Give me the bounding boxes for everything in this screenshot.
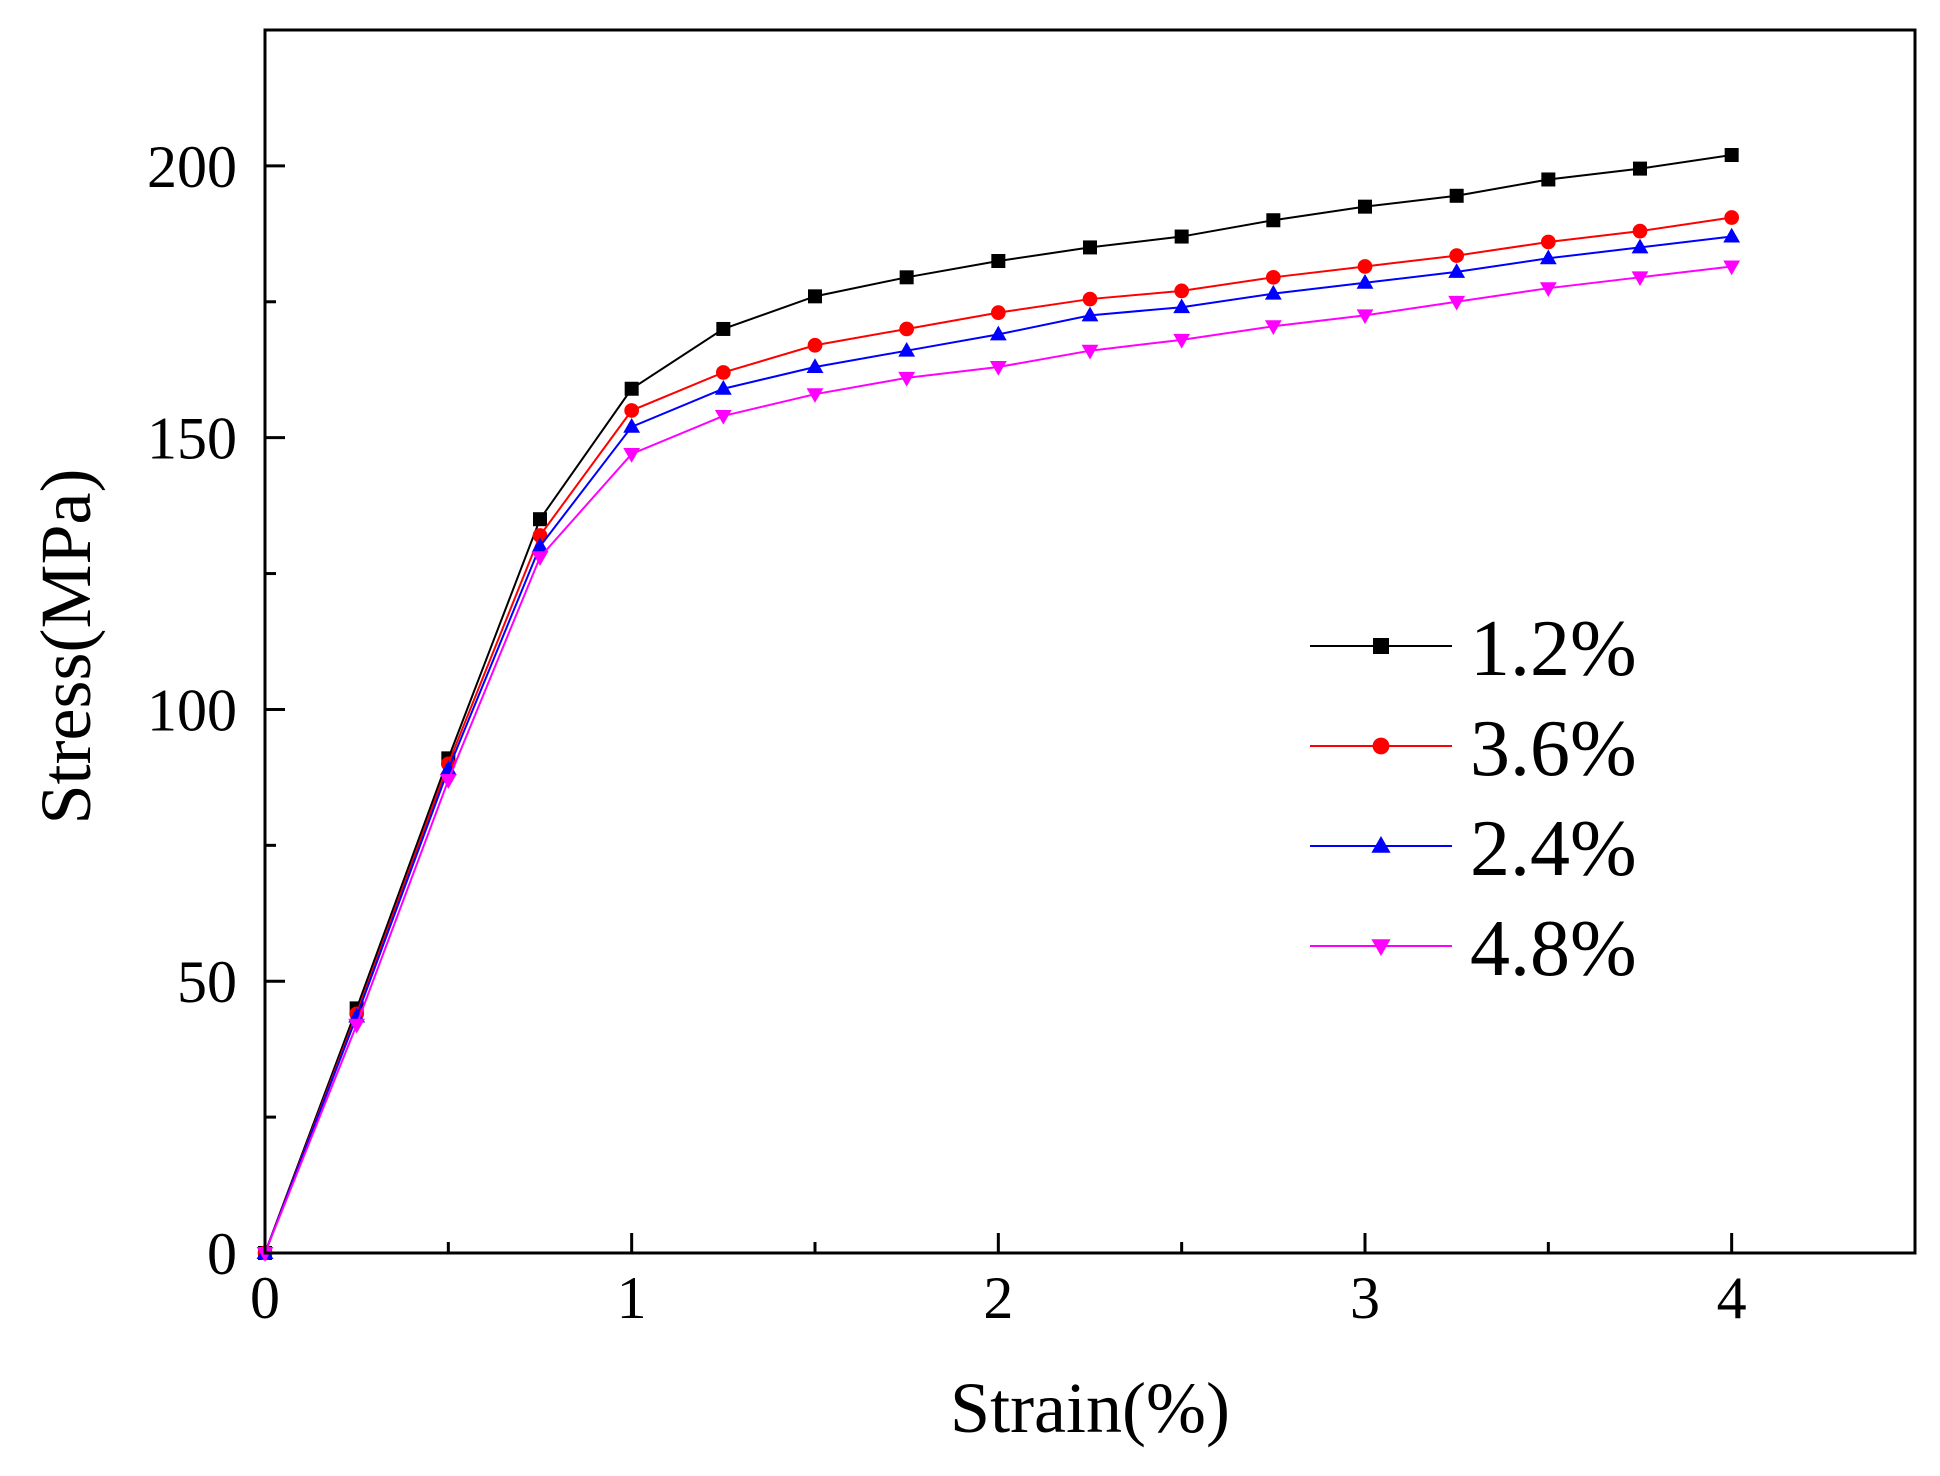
legend-entry: 1.2%: [1310, 605, 1637, 693]
data-point: [899, 321, 915, 337]
legend-label: 2.4%: [1470, 805, 1637, 893]
data-point: [1081, 344, 1099, 360]
data-point: [898, 371, 916, 387]
data-point: [716, 321, 731, 336]
data-point: [1632, 223, 1648, 239]
data-point: [1082, 291, 1098, 307]
series-48-pct: [256, 260, 1741, 1262]
data-point: [1174, 283, 1190, 299]
data-point: [624, 403, 640, 418]
y-axis-title: Stress(MPa): [26, 469, 106, 825]
data-point: [807, 337, 823, 353]
data-point: [991, 254, 1006, 269]
data-point: [1631, 271, 1649, 287]
data-point: [1724, 210, 1740, 225]
data-point: [1174, 229, 1189, 244]
legend-marker: [1371, 939, 1391, 956]
data-point: [1448, 263, 1466, 278]
data-point: [1173, 333, 1191, 349]
data-point: [1449, 188, 1464, 203]
y-tick-label: 0: [207, 1221, 237, 1287]
data-point: [715, 365, 731, 380]
data-point: [808, 289, 822, 304]
data-point: [439, 774, 457, 789]
data-point: [714, 379, 732, 395]
x-axis-title: Strain(%): [950, 1368, 1230, 1448]
data-point: [806, 358, 824, 373]
data-point: [1539, 249, 1557, 265]
x-tick-label: 0: [250, 1265, 280, 1331]
y-tick-label: 150: [147, 406, 237, 472]
data-point: [533, 512, 547, 527]
axes: 0 1 2 3 4 0 50 100 150 200 Strain(%) Stress(MPa): [26, 28, 1917, 1448]
data-point: [899, 270, 914, 285]
data-point: [1083, 240, 1097, 255]
plot-area: [256, 148, 1741, 1262]
y-tick-label: 100: [147, 677, 237, 743]
data-point: [1448, 295, 1466, 311]
data-point: [1541, 172, 1556, 187]
data-point: [989, 361, 1007, 376]
y-tick-label: 50: [177, 949, 237, 1015]
legend-entry: 3.6%: [1310, 705, 1637, 793]
data-point: [348, 1018, 366, 1034]
data-point: [1631, 238, 1649, 254]
data-point: [1264, 320, 1282, 335]
data-point: [623, 448, 641, 463]
data-point: [1724, 148, 1739, 163]
data-point: [1266, 213, 1281, 228]
y-tick-label: 200: [147, 134, 237, 200]
data-point: [1357, 259, 1373, 274]
x-tick-label: 4: [1717, 1265, 1747, 1331]
data-point: [1723, 227, 1741, 243]
data-point: [990, 305, 1006, 320]
data-point: [1540, 234, 1556, 250]
legend-label: 3.6%: [1470, 705, 1637, 793]
data-point: [1265, 269, 1281, 285]
legend-entry: 4.8%: [1310, 905, 1637, 993]
legend-label: 4.8%: [1470, 905, 1637, 993]
data-point: [989, 325, 1007, 341]
data-point: [531, 537, 549, 553]
data-point: [1173, 298, 1191, 314]
x-tick-label: 3: [1350, 1265, 1380, 1331]
plot-frame: [263, 28, 1917, 1255]
data-point: [531, 551, 549, 566]
data-point: [1449, 248, 1465, 263]
data-point: [1356, 274, 1374, 289]
data-point: [1358, 199, 1372, 214]
legend-marker: [1371, 836, 1391, 853]
legend-marker: [1373, 638, 1389, 654]
legend-marker: [1372, 737, 1390, 755]
data-point: [1633, 161, 1647, 176]
data-point: [623, 418, 641, 433]
legend-entry: 2.4%: [1310, 805, 1637, 893]
legend-label: 1.2%: [1470, 605, 1637, 693]
data-point: [624, 381, 639, 396]
x-tick-label: 1: [617, 1265, 647, 1331]
x-tick-label: 2: [983, 1265, 1013, 1331]
data-point: [1723, 260, 1741, 276]
data-point: [1264, 284, 1282, 300]
data-point: [1081, 306, 1099, 322]
data-point: [1356, 309, 1374, 325]
data-point: [898, 341, 916, 357]
data-point: [806, 388, 824, 403]
data-point: [714, 409, 732, 425]
data-point: [1539, 282, 1557, 297]
legend: 1.2% 3.6% 2.4% 4.8%: [1310, 605, 1637, 993]
data-point: [532, 528, 548, 543]
